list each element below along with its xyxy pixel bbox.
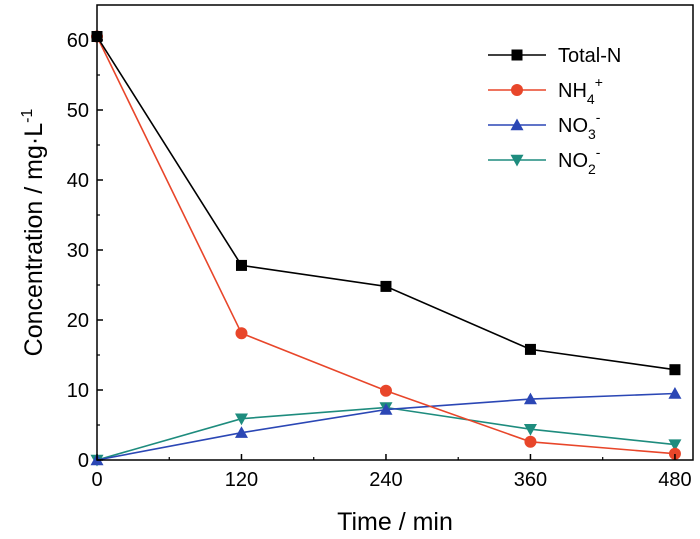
data-point-marker <box>524 343 536 355</box>
legend-item: Total-N <box>488 45 621 67</box>
data-point-marker <box>668 387 682 399</box>
y-axis-title-superscript: -1 <box>19 109 36 123</box>
legend-label-superscript: - <box>596 144 601 160</box>
data-point-marker <box>234 413 248 426</box>
legend-label-superscript: - <box>596 109 601 125</box>
data-point-marker <box>235 259 247 271</box>
legend-marker <box>510 118 524 131</box>
data-point-marker <box>523 424 537 436</box>
legend-marker <box>511 84 523 96</box>
data-point-marker <box>235 327 248 340</box>
x-axis-title: Time / min <box>337 508 453 536</box>
x-tick-label: 480 <box>658 469 691 491</box>
legend-label-base: Total-N <box>558 45 621 67</box>
y-tick-label: 20 <box>67 310 89 332</box>
data-point-marker <box>379 403 393 415</box>
x-tick-label: 360 <box>514 469 547 491</box>
legend-label-subscript: 2 <box>588 161 596 177</box>
data-point-marker <box>669 364 681 376</box>
data-point-marker <box>379 384 392 397</box>
y-tick-label: 0 <box>78 450 89 472</box>
data-point-marker <box>668 447 681 460</box>
x-tick-label: 240 <box>369 469 402 491</box>
legend-label: NO2- <box>558 144 601 177</box>
data-point-marker <box>234 426 248 438</box>
y-tick-label: 60 <box>67 30 89 52</box>
y-tick-label: 40 <box>67 170 89 192</box>
y-axis-title: Concentration / mg·L-1 <box>19 109 48 357</box>
legend-marker <box>511 49 523 61</box>
legend-item: NO3- <box>488 109 601 142</box>
series-no3 <box>90 387 682 466</box>
legend-label-subscript: 4 <box>587 91 595 107</box>
legend-label: NO3- <box>558 109 601 142</box>
x-tick-label: 120 <box>225 469 258 491</box>
y-tick-label: 30 <box>67 240 89 262</box>
series-layer <box>90 30 682 467</box>
x-axis-ticks: 0 120 240 360 480 <box>91 454 692 491</box>
plot-frame <box>96 4 694 461</box>
x-tick-label: 0 <box>91 469 102 491</box>
legend-label-base: NO <box>558 115 588 137</box>
y-tick-label: 50 <box>67 100 89 122</box>
y-axis-title-text: Concentration / mg·L <box>20 123 48 357</box>
legend-marker <box>510 154 524 167</box>
legend-label-base: NH <box>558 80 587 102</box>
legend-item: NH4+ <box>488 74 603 107</box>
legend-label-superscript: + <box>595 74 603 90</box>
data-point-marker <box>668 439 682 452</box>
data-point-marker <box>524 435 537 448</box>
data-point-marker <box>523 392 537 405</box>
legend-label: NH4+ <box>558 74 603 107</box>
legend-label: Total-N <box>558 45 621 67</box>
legend-label-subscript: 3 <box>588 126 596 142</box>
legend-label-base: NO <box>558 150 588 172</box>
y-axis-ticks: 0 10 20 30 40 50 60 <box>67 30 103 472</box>
legend-item: NO2- <box>488 144 601 177</box>
series-line <box>96 36 676 371</box>
data-point-marker <box>380 280 392 292</box>
y-tick-label: 10 <box>67 380 89 402</box>
series-totaln <box>91 31 681 376</box>
series-line <box>96 406 676 461</box>
